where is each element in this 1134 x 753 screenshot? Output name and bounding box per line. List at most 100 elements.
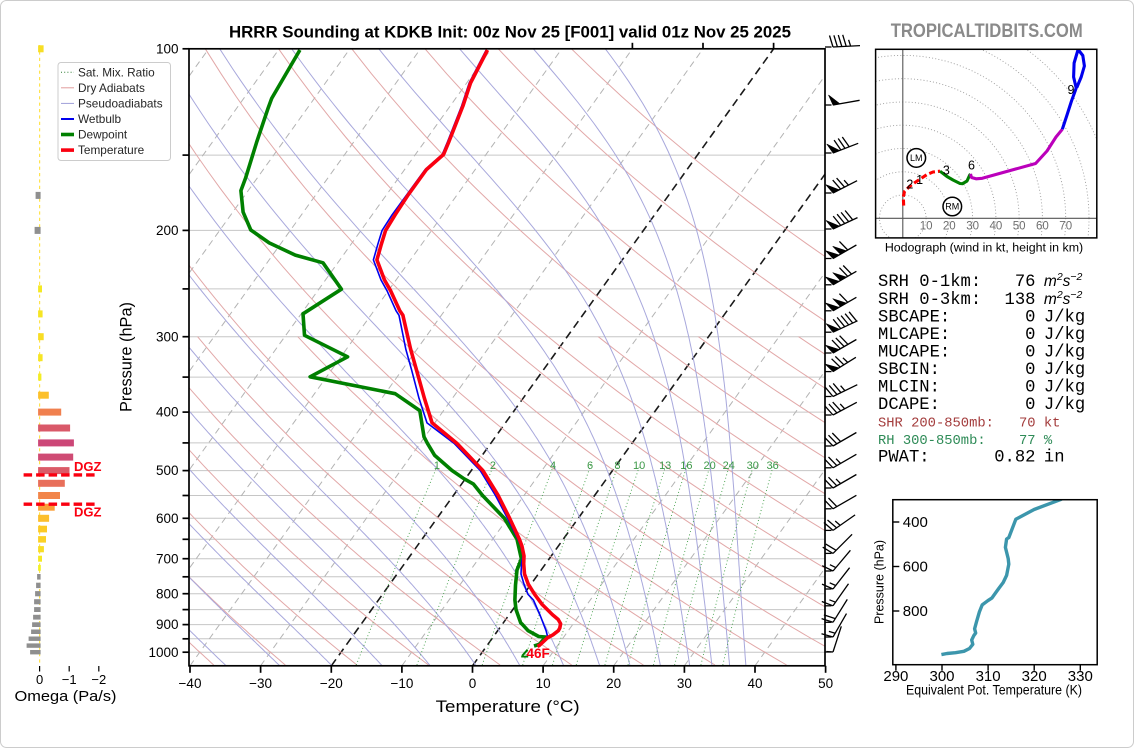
svg-text:30: 30 — [677, 676, 692, 691]
svg-text:6: 6 — [587, 460, 593, 472]
svg-text:PWAT:: PWAT: — [878, 449, 930, 468]
svg-text:50: 50 — [1013, 221, 1026, 233]
svg-text:310: 310 — [976, 668, 1001, 685]
svg-text:0: 0 — [1025, 326, 1035, 345]
svg-text:500: 500 — [156, 463, 179, 478]
svg-text:36: 36 — [766, 460, 778, 472]
svg-text:30: 30 — [966, 221, 979, 233]
svg-text:24: 24 — [723, 460, 735, 472]
svg-text:70: 70 — [1059, 221, 1072, 233]
svg-text:8: 8 — [614, 460, 620, 472]
svg-text:MUCAPE:: MUCAPE: — [878, 343, 950, 362]
svg-text:0: 0 — [1025, 343, 1035, 362]
svg-text:DGZ: DGZ — [74, 505, 102, 520]
svg-text:−40: −40 — [179, 676, 202, 691]
svg-text:MLCIN:: MLCIN: — [878, 379, 940, 398]
svg-text:0: 0 — [1025, 361, 1035, 380]
svg-text:60: 60 — [1036, 221, 1049, 233]
svg-text:1: 1 — [434, 460, 440, 472]
svg-text:20: 20 — [606, 676, 621, 691]
svg-text:HRRR Sounding at KDKB Init: 00: HRRR Sounding at KDKB Init: 00z Nov 25 [… — [229, 23, 791, 41]
svg-text:−2: −2 — [91, 672, 106, 687]
svg-text:30: 30 — [747, 460, 759, 472]
svg-text:20: 20 — [943, 221, 956, 233]
svg-text:1000: 1000 — [148, 645, 178, 660]
svg-text:10: 10 — [536, 676, 551, 691]
svg-text:0: 0 — [1025, 308, 1035, 327]
svg-text:3: 3 — [943, 164, 950, 178]
svg-text:600: 600 — [156, 511, 179, 526]
svg-text:138: 138 — [1005, 291, 1036, 310]
svg-text:Pressure (hPa): Pressure (hPa) — [873, 540, 887, 624]
svg-text:13: 13 — [659, 460, 671, 472]
svg-text:77: 77 — [1019, 434, 1036, 449]
svg-text:900: 900 — [156, 617, 179, 632]
svg-text:10: 10 — [633, 460, 645, 472]
svg-text:800: 800 — [903, 603, 928, 620]
svg-text:SBCIN:: SBCIN: — [878, 361, 940, 380]
svg-text:MLCAPE:: MLCAPE: — [878, 326, 950, 345]
svg-text:LM: LM — [910, 153, 923, 163]
svg-text:Dry Adiabats: Dry Adiabats — [78, 81, 145, 95]
svg-text:DCAPE:: DCAPE: — [878, 396, 940, 415]
svg-text:100: 100 — [156, 41, 179, 56]
svg-text:0: 0 — [1025, 396, 1035, 415]
svg-text:1: 1 — [916, 173, 923, 187]
svg-text:J/kg: J/kg — [1044, 361, 1085, 380]
svg-text:SBCAPE:: SBCAPE: — [878, 308, 950, 327]
svg-text:−30: −30 — [249, 676, 272, 691]
svg-text:330: 330 — [1068, 668, 1093, 685]
svg-text:40: 40 — [747, 676, 762, 691]
svg-text:J/kg: J/kg — [1044, 308, 1085, 327]
svg-text:Hodograph (wind in kt, height: Hodograph (wind in kt, height in km) — [885, 241, 1083, 255]
svg-text:46F: 46F — [527, 646, 550, 661]
svg-text:10: 10 — [920, 221, 933, 233]
svg-text:800: 800 — [156, 586, 179, 601]
svg-text:320: 320 — [1022, 668, 1047, 685]
svg-text:Pressure (hPa): Pressure (hPa) — [118, 302, 136, 412]
svg-text:0: 0 — [36, 672, 43, 687]
svg-text:DGZ: DGZ — [74, 459, 102, 474]
svg-text:700: 700 — [156, 551, 179, 566]
svg-text:50: 50 — [818, 676, 833, 691]
svg-text:J/kg: J/kg — [1044, 396, 1085, 415]
svg-text:200: 200 — [156, 223, 179, 238]
svg-text:9: 9 — [1068, 83, 1075, 97]
svg-text:SRH 0-3km:: SRH 0-3km: — [878, 291, 981, 310]
svg-text:TROPICALTIDBITS.COM: TROPICALTIDBITS.COM — [891, 20, 1083, 42]
svg-text:in: in — [1044, 449, 1065, 468]
svg-text:−10: −10 — [390, 676, 413, 691]
svg-text:J/kg: J/kg — [1044, 379, 1085, 398]
svg-text:J/kg: J/kg — [1044, 326, 1085, 345]
svg-text:20: 20 — [703, 460, 715, 472]
svg-text:−1: −1 — [62, 672, 77, 687]
svg-text:−20: −20 — [320, 676, 343, 691]
svg-text:400: 400 — [156, 405, 179, 420]
svg-text:Sat. Mix. Ratio: Sat. Mix. Ratio — [78, 65, 155, 79]
svg-text:RM: RM — [945, 202, 959, 212]
svg-text:Temperature (°C): Temperature (°C) — [436, 697, 580, 716]
svg-text:76: 76 — [1015, 273, 1036, 292]
svg-text:SRH 0-1km:: SRH 0-1km: — [878, 273, 981, 292]
svg-text:Temperature: Temperature — [78, 143, 145, 157]
svg-text:300: 300 — [929, 668, 954, 685]
svg-text:70: 70 — [1019, 417, 1036, 432]
svg-text:300: 300 — [156, 329, 179, 344]
svg-text:kt: kt — [1044, 416, 1061, 432]
svg-text:400: 400 — [903, 514, 928, 531]
svg-text:6: 6 — [968, 159, 975, 173]
svg-text:%: % — [1044, 434, 1053, 449]
svg-text:290: 290 — [883, 668, 908, 685]
svg-text:40: 40 — [990, 221, 1003, 233]
svg-text:4: 4 — [550, 460, 556, 472]
svg-text:600: 600 — [903, 559, 928, 576]
svg-text:Pseudoadiabats: Pseudoadiabats — [78, 96, 163, 110]
svg-text:Equivalent Pot. Temperature (K: Equivalent Pot. Temperature (K) — [906, 683, 1082, 698]
svg-text:Dewpoint: Dewpoint — [78, 128, 128, 142]
svg-text:Wetbulb: Wetbulb — [78, 112, 122, 126]
svg-text:0.82: 0.82 — [994, 449, 1035, 468]
svg-text:2: 2 — [490, 460, 496, 472]
svg-text:0: 0 — [469, 676, 477, 691]
svg-text:16: 16 — [680, 460, 692, 472]
svg-text:2: 2 — [906, 178, 913, 192]
